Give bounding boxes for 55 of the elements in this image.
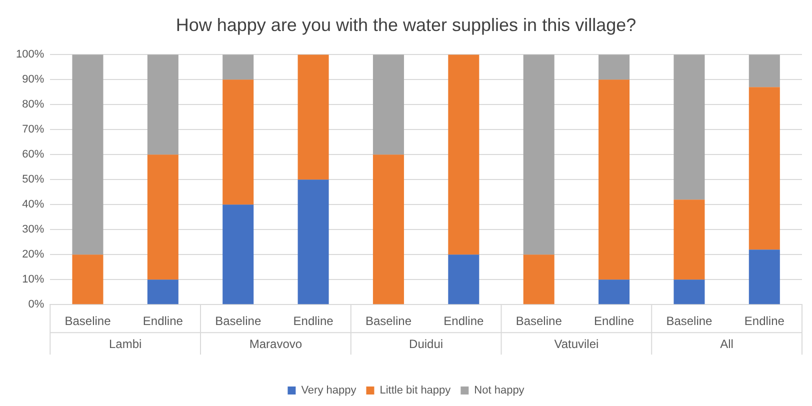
y-tick-label: 30% [22, 224, 44, 236]
bar [222, 54, 254, 80]
x-tick-label: Endline [293, 314, 334, 328]
x-tick-label: Endline [142, 314, 184, 328]
bar [72, 54, 104, 255]
x-tick-label: Endline [744, 314, 785, 328]
text: Duidui [409, 336, 444, 351]
y-tick-label: 0% [28, 298, 44, 311]
bar [298, 180, 329, 304]
text: Lambi [108, 336, 142, 351]
bar [598, 280, 630, 304]
bar [523, 254, 554, 304]
chart-title: How happy are you with the water supplies in this village? [176, 14, 636, 35]
x-tick-label: Baseline [64, 314, 112, 328]
y-tick-label: 100% [16, 48, 44, 61]
bar [748, 87, 780, 250]
y-tick-label: 40% [22, 198, 44, 211]
bar [674, 280, 705, 304]
legend-label: Very happy [301, 384, 357, 397]
bar [674, 200, 705, 280]
bar [372, 54, 404, 155]
text: Maravovo [249, 336, 302, 351]
bar [448, 254, 480, 304]
legend-label: Little bit happy [380, 384, 452, 397]
x-tick-label: Baseline [215, 314, 262, 328]
bar [598, 80, 630, 280]
bar [72, 254, 104, 304]
x-tick-label: Endline [444, 314, 484, 328]
text: Vatuvilei [554, 336, 599, 351]
y-tick-label: 90% [22, 74, 44, 86]
y-tick-label: 50% [22, 174, 44, 186]
bar [298, 54, 329, 180]
y-tick-label: 60% [22, 148, 44, 161]
bar [748, 250, 780, 304]
text: All [720, 336, 734, 351]
legend-label: Not happy [474, 384, 525, 397]
bar [748, 54, 780, 88]
bar [147, 54, 178, 155]
bar [448, 54, 480, 255]
bar [147, 154, 178, 280]
x-tick-label: Baseline [365, 314, 412, 328]
x-tick-label: Baseline [666, 314, 713, 328]
bar [523, 54, 554, 255]
bar [674, 54, 705, 200]
x-tick-label: Endline [594, 314, 634, 328]
y-tick-label: 70% [22, 124, 44, 136]
x-tick-label: Baseline [516, 314, 562, 328]
bar [372, 154, 404, 304]
bar [147, 280, 178, 304]
y-tick-label: 10% [22, 274, 44, 286]
bar [222, 204, 254, 304]
bar [598, 54, 630, 80]
bar [222, 80, 254, 205]
y-tick-label: 80% [22, 98, 44, 111]
y-tick-label: 20% [22, 248, 44, 261]
